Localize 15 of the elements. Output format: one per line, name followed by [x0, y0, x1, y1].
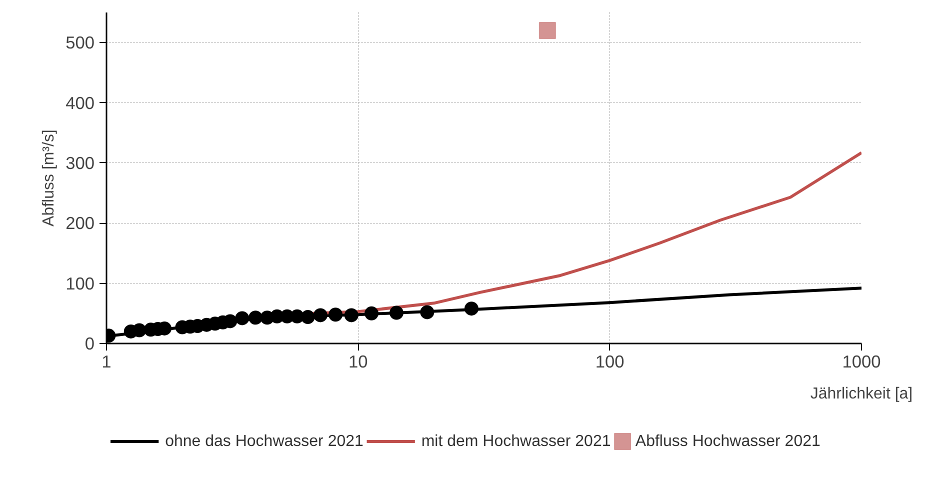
y-tick-label: 300 [66, 152, 95, 173]
y-tick-label: 100 [66, 273, 95, 294]
x-axis-title: Jährlichkeit [a] [810, 386, 913, 402]
x-tick-label: 100 [595, 352, 624, 372]
legend-label: ohne das Hochwasser 2021 [165, 433, 364, 450]
y-tick-label: 500 [66, 32, 95, 53]
y-axis-title: Abfluss [m³/s] [40, 130, 58, 226]
x-tick-label: 10 [348, 352, 368, 372]
y-tick-label: 200 [66, 213, 95, 234]
y-tick-label: 400 [66, 92, 95, 113]
y-tick-label: 0 [84, 334, 95, 354]
legend-label: mit dem Hochwasser 2021 [421, 433, 611, 450]
x-tick-label: 1000 [842, 352, 881, 372]
x-tick-label: 1 [102, 352, 112, 372]
legend-label: Abfluss Hochwasser 2021 [635, 433, 820, 450]
